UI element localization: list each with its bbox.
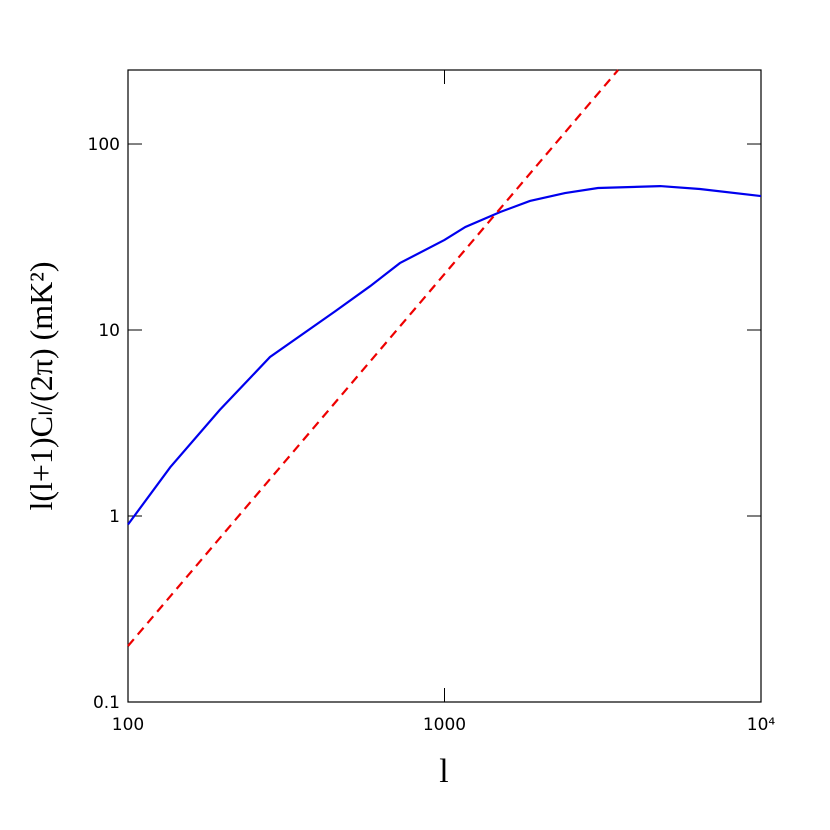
x-tick-label: 1000: [423, 715, 466, 735]
plot-frame: [127, 69, 762, 703]
y-tick-label: 10: [98, 321, 120, 341]
y-tick-label: 100: [88, 135, 120, 155]
x-tick-label: 10⁴: [747, 715, 776, 735]
x-axis-label: l: [439, 753, 448, 790]
y-axis-label: l(l+1)Cₗ/(2π) (mK²): [23, 261, 59, 510]
x-tick-label: 100: [112, 715, 144, 735]
y-tick-label: 1: [109, 507, 120, 527]
data-line: [127, 69, 619, 647]
y-tick-label: 0.1: [93, 693, 120, 713]
data-line: [127, 184, 762, 526]
